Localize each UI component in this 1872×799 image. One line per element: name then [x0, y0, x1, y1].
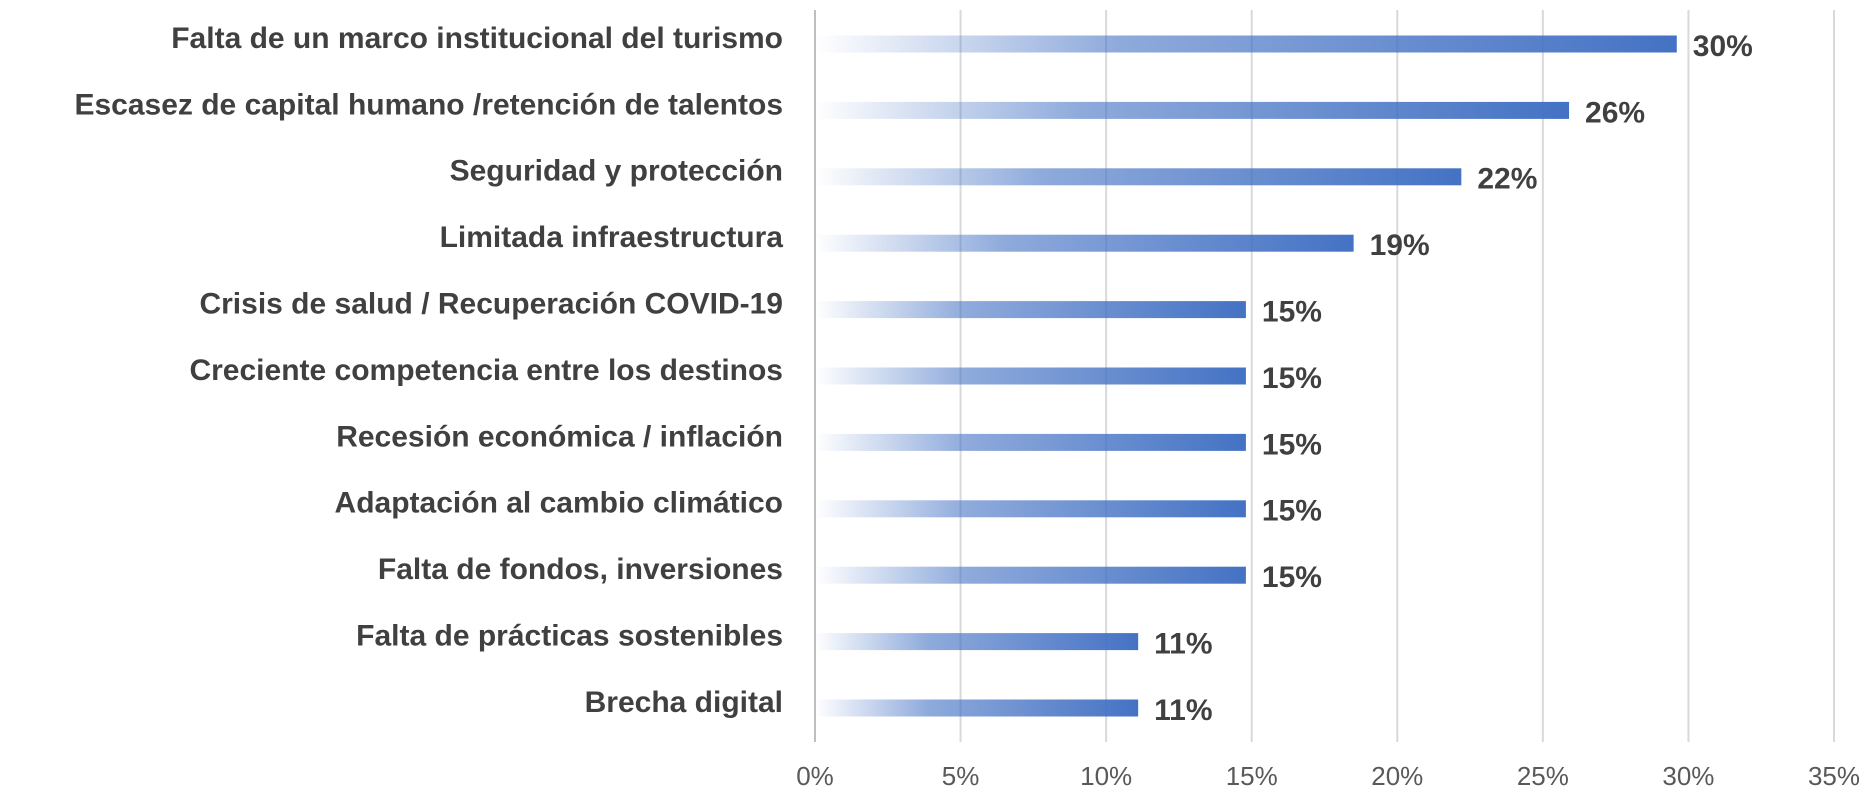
bar: [815, 566, 1246, 584]
value-label: 11%: [1154, 628, 1212, 661]
value-label: 15%: [1262, 296, 1322, 329]
x-tick-label: 30%: [1662, 761, 1714, 791]
category-label: Adaptación al cambio climático: [335, 487, 783, 520]
value-label: 22%: [1477, 163, 1537, 196]
x-tick-label: 20%: [1371, 761, 1423, 791]
value-label: 15%: [1262, 561, 1322, 594]
bar: [815, 168, 1462, 186]
value-label: 30%: [1693, 30, 1753, 63]
bar: [815, 633, 1139, 651]
x-tick-label: 35%: [1808, 761, 1860, 791]
x-tick-label: 10%: [1080, 761, 1132, 791]
category-label: Falta de fondos, inversiones: [378, 553, 783, 586]
bar: [815, 367, 1246, 385]
bar: [815, 101, 1570, 119]
x-tick-label: 0%: [796, 761, 834, 791]
value-label: 15%: [1262, 428, 1322, 461]
category-label: Limitada infraestructura: [440, 221, 784, 254]
bar: [815, 500, 1246, 518]
bar: [815, 301, 1246, 319]
category-label: Falta de prácticas sostenibles: [356, 620, 783, 653]
bar: [815, 234, 1354, 252]
value-label: 19%: [1370, 229, 1430, 262]
category-label: Crisis de salud / Recuperación COVID-19: [199, 288, 783, 321]
category-label: Creciente competencia entre los destinos: [189, 354, 783, 387]
value-label: 26%: [1585, 96, 1645, 129]
x-tick-label: 25%: [1517, 761, 1569, 791]
value-label: 11%: [1154, 694, 1212, 727]
bar: [815, 433, 1246, 451]
x-tick-label: 15%: [1226, 761, 1278, 791]
category-label: Seguridad y protección: [450, 155, 783, 188]
value-label: 15%: [1262, 362, 1322, 395]
bar: [815, 35, 1677, 53]
category-label: Brecha digital: [585, 686, 783, 719]
category-label: Escasez de capital humano /retención de …: [74, 88, 783, 121]
category-label: Recesión económica / inflación: [336, 420, 783, 453]
value-label: 15%: [1262, 495, 1322, 528]
x-tick-label: 5%: [942, 761, 980, 791]
bar: [815, 699, 1139, 717]
category-label: Falta de un marco institucional del turi…: [171, 22, 783, 55]
